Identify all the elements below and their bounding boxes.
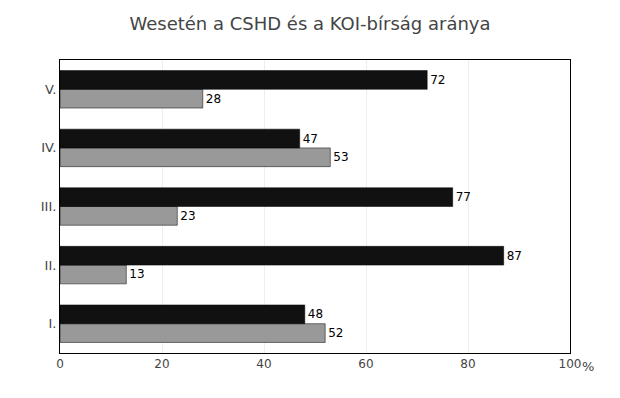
svg-text:53: 53 bbox=[333, 150, 348, 164]
svg-text:13: 13 bbox=[129, 267, 144, 281]
svg-text:20: 20 bbox=[154, 357, 169, 371]
svg-text:0: 0 bbox=[56, 357, 64, 371]
svg-text:48: 48 bbox=[308, 307, 323, 321]
svg-text:I.: I. bbox=[48, 316, 56, 331]
svg-text:100: 100 bbox=[559, 357, 582, 371]
svg-text:47: 47 bbox=[303, 132, 318, 146]
svg-text:28: 28 bbox=[206, 92, 221, 106]
svg-text:87: 87 bbox=[507, 249, 522, 263]
svg-text:III.: III. bbox=[41, 199, 57, 214]
svg-text:80: 80 bbox=[460, 357, 475, 371]
svg-text:60: 60 bbox=[358, 357, 373, 371]
svg-text:IV.: IV. bbox=[41, 140, 56, 155]
svg-text:40: 40 bbox=[256, 357, 271, 371]
svg-text:V.: V. bbox=[45, 82, 56, 97]
svg-text:23: 23 bbox=[180, 209, 195, 223]
svg-text:52: 52 bbox=[328, 326, 343, 340]
svg-text:72: 72 bbox=[430, 73, 445, 87]
svg-text:II.: II. bbox=[45, 258, 57, 273]
svg-text:77: 77 bbox=[456, 190, 471, 204]
svg-text:%: % bbox=[582, 359, 594, 374]
svg-text:Wesetén a CSHD és a KOI-bírság: Wesetén a CSHD és a KOI-bírság aránya bbox=[129, 13, 490, 34]
